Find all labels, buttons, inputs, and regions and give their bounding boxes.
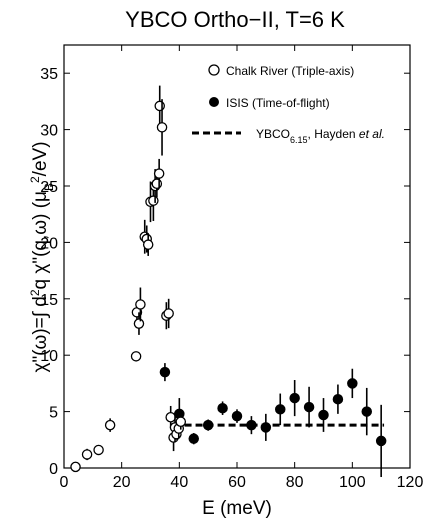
legend-hayden-prefix: YBCO [256, 127, 290, 141]
y-axis-label-sub: B [42, 183, 56, 191]
data-point-chalk-river [156, 122, 168, 133]
y-axis-label-sup2: 2 [28, 176, 42, 183]
data-point-chalk-river [151, 178, 163, 189]
chart-title: YBCO Ortho−II, T=6 K [125, 7, 345, 32]
y-tick-label: 15 [40, 292, 58, 309]
data-point-chalk-river [148, 195, 159, 206]
data-points [70, 85, 387, 478]
y-tick-label: 5 [49, 405, 58, 422]
y-tick-label: 10 [40, 348, 58, 365]
x-tick-label: 100 [339, 474, 366, 491]
data-point-isis [289, 392, 300, 404]
legend-label-hayden: YBCO6.15, Hayden et al. [256, 127, 385, 145]
y-axis-label-mid: q χ"(q,ω) (μ [30, 191, 51, 289]
x-tick-label: 20 [113, 474, 131, 491]
data-point-isis [274, 404, 286, 415]
y-axis-label-sup: 2 [28, 289, 42, 296]
legend-marker-open-circle [208, 64, 220, 76]
legend-label-isis: ISIS (Time-of-flight) [226, 96, 330, 110]
y-tick-label: 35 [40, 66, 58, 83]
legend-hayden-italic: et al. [359, 127, 385, 141]
data-point-isis [217, 402, 228, 414]
legend-label-chalk-river: Chalk River (Triple-axis) [226, 64, 354, 78]
data-point-chalk-river [130, 351, 142, 362]
data-point-chalk-river [93, 444, 104, 456]
data-point-isis [260, 422, 272, 433]
x-axis-label: E (meV) [202, 498, 272, 519]
data-point-chalk-river [133, 318, 145, 329]
y-axis-label-prefix: χ"(ω)=∫ d [30, 296, 51, 372]
data-point-isis [231, 410, 243, 422]
legend-hayden-mid: , Hayden [308, 127, 359, 141]
data-point-isis [303, 401, 315, 413]
data-point-isis [188, 433, 199, 444]
data-point-isis [332, 393, 344, 405]
data-point-isis [159, 366, 171, 378]
data-point-chalk-river [154, 100, 165, 112]
y-tick-label: 30 [40, 123, 58, 140]
x-tick-label: 40 [170, 474, 188, 491]
x-axis: 0 20 40 60 80 100 120 [60, 45, 424, 491]
y-axis-label-suffix: /eV) [30, 141, 51, 176]
x-tick-label: 0 [60, 474, 69, 491]
data-point-isis [361, 406, 372, 417]
data-point-chalk-river [165, 411, 176, 423]
y-tick-label: 25 [40, 179, 58, 196]
data-point-chalk-river [153, 168, 165, 179]
data-point-chalk-river [104, 419, 116, 431]
data-point-isis [202, 419, 214, 431]
data-point-chalk-river [81, 449, 93, 460]
legend-marker-filled-circle [209, 97, 219, 107]
data-point-chalk-river [135, 299, 146, 310]
x-tick-label: 60 [228, 474, 246, 491]
x-tick-label: 80 [286, 474, 304, 491]
y-tick-label: 20 [40, 235, 58, 252]
data-point-chalk-river [70, 461, 81, 473]
y-axis-label: χ"(ω)=∫ d2q χ"(q,ω) (μB2/eV) [28, 141, 56, 372]
data-point-chalk-river [142, 239, 154, 250]
y-tick-label: 0 [49, 461, 58, 478]
data-point-isis [347, 378, 358, 389]
y-axis: 0 5 10 15 20 25 30 35 [40, 66, 410, 478]
data-point-chalk-river [163, 308, 174, 319]
legend-hayden-sub: 6.15 [290, 135, 308, 145]
data-point-chalk-river [175, 416, 187, 428]
data-point-isis [318, 409, 329, 421]
legend: Chalk River (Triple-axis) ISIS (Time-of-… [192, 64, 385, 145]
data-point-isis [375, 435, 387, 447]
x-tick-label: 120 [397, 474, 424, 491]
data-point-isis [246, 419, 257, 431]
